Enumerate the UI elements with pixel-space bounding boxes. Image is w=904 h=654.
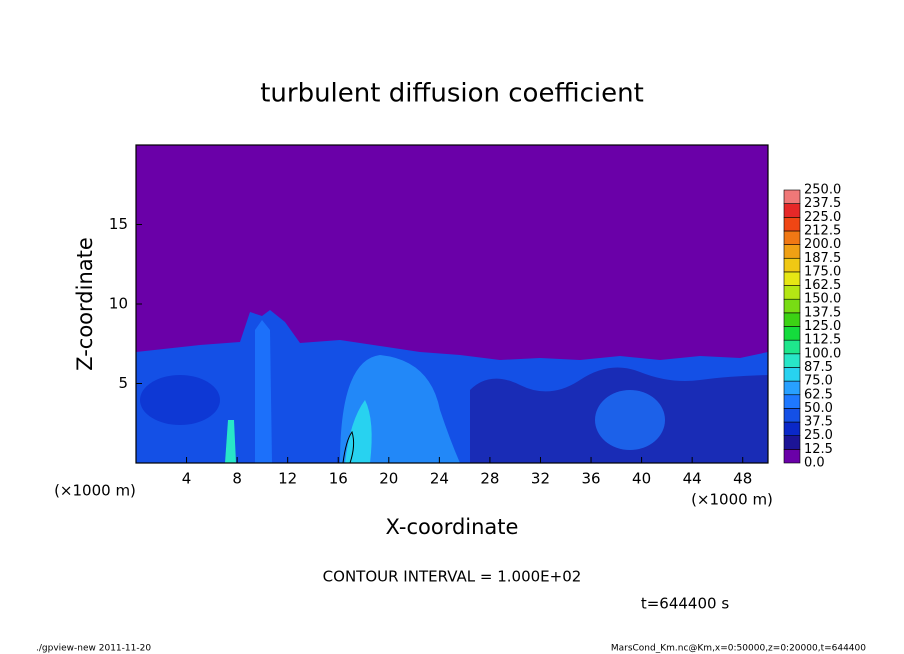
colorbar-label: 112.5 [804, 333, 841, 348]
field-region [225, 420, 236, 463]
colorbar-label: 200.0 [804, 237, 841, 252]
x-tick-label: 48 [733, 470, 752, 488]
x-tick-label: 32 [531, 470, 550, 488]
x-unit: (×1000 m) [691, 491, 773, 509]
x-tick-label: 36 [581, 470, 600, 488]
colorbar-label: 250.0 [804, 183, 841, 198]
colorbar-label: 225.0 [804, 210, 841, 225]
colorbar-label: 0.0 [804, 456, 825, 471]
x-tick-label: 24 [430, 470, 449, 488]
y-tick-label: 15 [109, 215, 128, 233]
colorbar-label: 187.5 [804, 251, 841, 266]
colorbar-box [783, 380, 801, 396]
x-tick-label: 16 [329, 470, 348, 488]
footer-left: ./gpview-new 2011-11-20 [36, 644, 151, 654]
colorbar-box [783, 271, 801, 286]
colorbar-box [783, 189, 801, 204]
colorbar-label: 212.5 [804, 223, 841, 238]
colorbar-box [783, 449, 801, 464]
colorbar-label: 12.5 [804, 442, 833, 457]
x-tick-label: 20 [379, 470, 398, 488]
colorbar-box [783, 285, 801, 300]
x-tick-label: 44 [683, 470, 702, 488]
field-region [595, 390, 665, 450]
colorbar-box [783, 298, 801, 314]
colorbar-label: 62.5 [804, 387, 833, 402]
colorbar-box [783, 257, 801, 273]
colorbar-label: 175.0 [804, 264, 841, 279]
colorbar-box [783, 230, 801, 245]
colorbar-box [783, 367, 801, 382]
colorbar-label: 162.5 [804, 278, 841, 293]
colorbar-label: 237.5 [804, 196, 841, 211]
colorbar-box [783, 408, 801, 423]
colorbar-box [783, 326, 801, 341]
x-axis-label: X-coordinate [386, 515, 519, 539]
colorbar-box [783, 244, 801, 259]
colorbar-label: 75.0 [804, 374, 833, 389]
x-tick-label: 28 [480, 470, 499, 488]
field-region [345, 400, 372, 463]
colorbar-box [783, 421, 801, 436]
y-tick-label: 5 [118, 374, 128, 392]
colorbar-label: 125.0 [804, 319, 841, 334]
colorbar-label: 137.5 [804, 305, 841, 320]
colorbar-box [783, 435, 801, 450]
x-tick-label: 4 [182, 470, 192, 488]
colorbar-label: 37.5 [804, 415, 833, 430]
annotation: CONTOUR INTERVAL = 1.000E+02 [323, 568, 582, 586]
colorbar-box [783, 217, 801, 232]
colorbar-box [783, 353, 801, 368]
colorbar-label: 87.5 [804, 360, 833, 375]
y-axis-label: Z-coordinate [73, 237, 97, 371]
colorbar-box [783, 394, 801, 409]
colorbar-label: 25.0 [804, 428, 833, 443]
field-region [255, 320, 272, 463]
contour-line [342, 430, 355, 464]
field [135, 144, 769, 464]
colorbar-box [783, 312, 801, 327]
time-label: t=644400 s [641, 595, 729, 613]
chart-title: turbulent diffusion coefficient [260, 79, 644, 109]
y-unit: (×1000 m) [54, 482, 136, 500]
footer-right: MarsCond_Km.nc@Km,x=0:50000,z=0:20000,t=… [611, 644, 866, 654]
colorbar-label: 100.0 [804, 346, 841, 361]
colorbar-box [783, 339, 801, 355]
x-tick-label: 12 [278, 470, 297, 488]
colorbar-label: 50.0 [804, 401, 833, 416]
field-region [140, 375, 220, 425]
y-tick-label: 10 [109, 295, 128, 313]
colorbar-label: 150.0 [804, 292, 841, 307]
colorbar-box [783, 203, 801, 218]
x-tick-label: 40 [632, 470, 651, 488]
x-tick-label: 8 [232, 470, 242, 488]
